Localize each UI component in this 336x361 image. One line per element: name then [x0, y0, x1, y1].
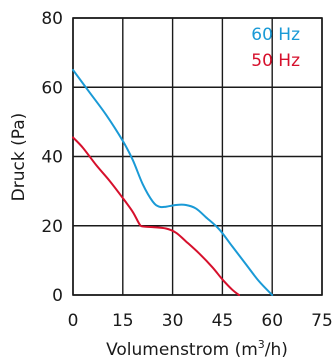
- x-tick-label-2: 30: [162, 311, 184, 331]
- x-axis-title-tail: /h): [265, 340, 288, 360]
- legend-60hz: 60 Hz: [251, 25, 300, 45]
- x-tick-label-3: 45: [212, 311, 234, 331]
- y-tick-label-0: 0: [52, 286, 63, 306]
- x-axis-title: Volumenstrom (m3/h): [106, 338, 288, 360]
- y-tick-label-2: 40: [41, 148, 63, 168]
- x-axis-title-main: Volumenstrom (m: [106, 340, 258, 360]
- legend-50hz: 50 Hz: [251, 51, 300, 71]
- x-tick-label-1: 15: [112, 311, 134, 331]
- plot-frame: [72, 17, 323, 296]
- x-tick-label-5: 75: [311, 311, 333, 331]
- y-tick-labels: 0 20 40 60 80: [41, 9, 63, 306]
- series-line-1: [72, 136, 240, 296]
- y-tick-label-3: 60: [41, 78, 63, 98]
- series-layer: [72, 68, 274, 296]
- y-tick-label-4: 80: [41, 9, 63, 29]
- y-tick-label-1: 20: [41, 217, 63, 237]
- x-tick-labels: 0 15 30 45 60 75: [68, 311, 333, 331]
- y-axis-title: Druck (Pa): [9, 113, 29, 202]
- series-line-0: [72, 68, 274, 296]
- x-tick-label-0: 0: [68, 311, 79, 331]
- x-axis-title-sup: 3: [258, 338, 265, 351]
- x-tick-label-4: 60: [261, 311, 283, 331]
